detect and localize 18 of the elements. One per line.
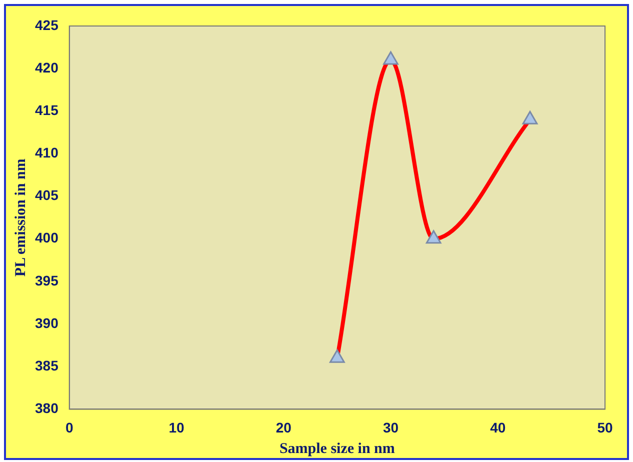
y-tick-label: 380	[35, 400, 59, 416]
x-tick-label: 20	[276, 419, 292, 436]
x-tick-label: 50	[597, 419, 613, 436]
y-tick-label: 385	[35, 357, 59, 374]
y-tick-label: 420	[35, 59, 59, 76]
x-axis-title: Sample size in nm	[279, 440, 396, 457]
x-tick-label: 40	[490, 419, 506, 436]
x-tick-label: 0	[65, 419, 74, 436]
y-tick-label: 415	[35, 102, 59, 118]
y-tick-label: 405	[35, 187, 59, 204]
y-tick-label: 390	[35, 314, 59, 331]
y-tick-label: 410	[35, 144, 59, 161]
y-tick-label: 425	[35, 16, 59, 33]
y-axis-title: PL emission in nm	[12, 158, 29, 277]
x-tick-label: 10	[168, 419, 184, 436]
y-tick-label: 395	[35, 272, 59, 288]
x-tick-label: 30	[382, 419, 399, 436]
y-tick-label: 400	[35, 230, 59, 246]
